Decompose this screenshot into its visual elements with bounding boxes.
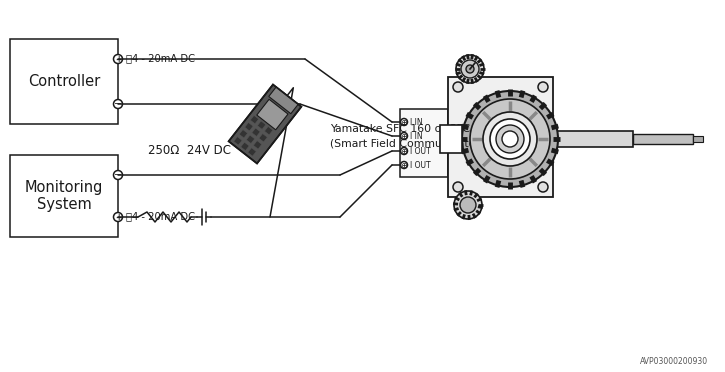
Polygon shape xyxy=(247,135,254,144)
Circle shape xyxy=(456,55,484,83)
Polygon shape xyxy=(239,129,248,138)
Circle shape xyxy=(114,212,123,221)
Text: ⊕: ⊕ xyxy=(400,118,407,126)
Polygon shape xyxy=(269,87,298,114)
Polygon shape xyxy=(241,142,249,151)
Bar xyxy=(553,131,633,147)
Text: −: − xyxy=(114,99,122,109)
Circle shape xyxy=(454,191,482,219)
Circle shape xyxy=(400,148,407,154)
Text: AVP03000200930: AVP03000200930 xyxy=(640,357,708,366)
Circle shape xyxy=(400,161,407,169)
Circle shape xyxy=(496,125,524,153)
Circle shape xyxy=(114,55,123,64)
Text: I IN: I IN xyxy=(410,131,423,141)
Text: Controller: Controller xyxy=(28,74,100,89)
Circle shape xyxy=(502,131,518,147)
Polygon shape xyxy=(250,115,259,124)
Text: ␃4 - 20mA DC: ␃4 - 20mA DC xyxy=(126,211,195,221)
Circle shape xyxy=(400,132,407,140)
Polygon shape xyxy=(245,122,253,131)
Polygon shape xyxy=(265,126,273,135)
Circle shape xyxy=(483,112,537,166)
Polygon shape xyxy=(252,128,260,137)
Circle shape xyxy=(114,99,123,109)
Circle shape xyxy=(461,60,479,78)
Polygon shape xyxy=(259,134,268,142)
Bar xyxy=(10,39,118,124)
Text: ␃4 - 20mA DC: ␃4 - 20mA DC xyxy=(126,53,195,63)
Bar xyxy=(448,77,553,197)
Bar xyxy=(440,125,462,153)
Polygon shape xyxy=(257,99,288,130)
Bar xyxy=(10,155,118,237)
Text: I OUT: I OUT xyxy=(410,147,431,155)
Text: +: + xyxy=(115,212,121,221)
Polygon shape xyxy=(248,148,256,156)
Polygon shape xyxy=(257,121,266,129)
Text: −: − xyxy=(114,170,122,180)
Text: I IN: I IN xyxy=(410,118,423,126)
Bar xyxy=(633,134,693,144)
Text: ⊕: ⊕ xyxy=(400,147,407,155)
Circle shape xyxy=(460,197,476,213)
Text: ⊕: ⊕ xyxy=(400,160,407,170)
Circle shape xyxy=(462,91,558,187)
Circle shape xyxy=(114,170,123,180)
Circle shape xyxy=(453,82,463,92)
Circle shape xyxy=(453,182,463,192)
Circle shape xyxy=(466,65,474,73)
Text: +: + xyxy=(115,55,121,64)
Circle shape xyxy=(400,119,407,125)
Text: I OUT: I OUT xyxy=(410,160,431,170)
Polygon shape xyxy=(228,84,302,163)
Circle shape xyxy=(490,119,530,159)
Bar xyxy=(693,136,703,142)
Circle shape xyxy=(538,182,548,192)
Polygon shape xyxy=(233,137,242,145)
Circle shape xyxy=(470,99,550,179)
Circle shape xyxy=(538,82,548,92)
Text: Yamatake SFC 160 or SFC 260
(Smart Field Communicator): Yamatake SFC 160 or SFC 260 (Smart Field… xyxy=(330,124,494,148)
Text: ⊕: ⊕ xyxy=(400,131,407,141)
Polygon shape xyxy=(253,141,262,149)
Text: 250Ω  24V DC: 250Ω 24V DC xyxy=(148,144,231,157)
Bar xyxy=(400,109,448,177)
Text: Monitoring
System: Monitoring System xyxy=(25,180,103,212)
